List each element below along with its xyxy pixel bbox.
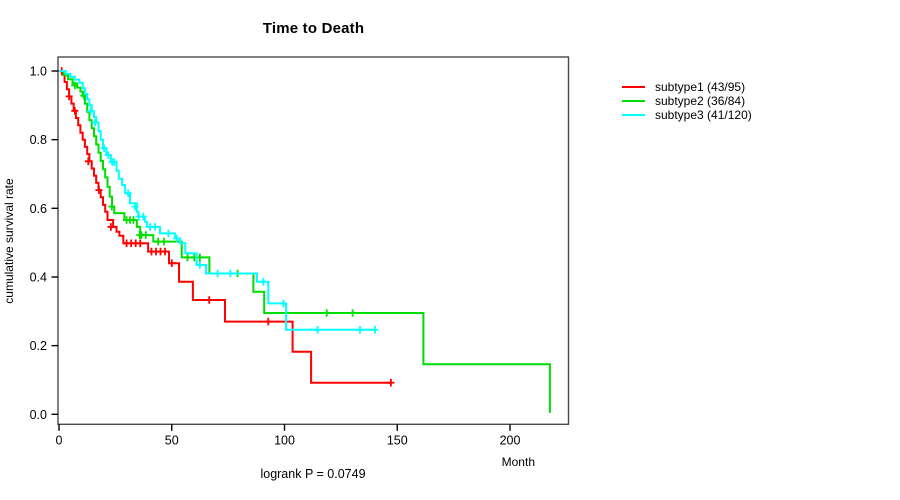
x-axis-title: Month xyxy=(501,455,535,469)
logrank-pvalue-note: logrank P = 0.0749 xyxy=(260,467,366,481)
subtype3-censor-marks xyxy=(87,107,379,334)
subtype3-color-swatch xyxy=(622,113,645,117)
chart-title: Time to Death xyxy=(262,20,365,37)
plot-box xyxy=(57,56,570,425)
y-tick-label: 0.4 xyxy=(30,270,47,284)
x-tick-label: 200 xyxy=(500,433,521,447)
y-tick-label: 0.6 xyxy=(30,202,47,216)
y-tick-label: 1.0 xyxy=(30,65,47,79)
legend-label-subtype1: subtype1 (43/95) xyxy=(655,80,746,94)
legend-label-subtype2: subtype2 (36/84) xyxy=(655,94,746,108)
legend-row-subtype1: subtype1 (43/95) xyxy=(622,80,752,94)
subtype2-curve xyxy=(59,70,551,413)
y-axis-title: cumulative survival rate xyxy=(2,178,16,304)
legend-row-subtype3: subtype3 (41/120) xyxy=(622,108,752,122)
x-tick-label: 100 xyxy=(274,433,295,447)
subtype1-censor-marks xyxy=(58,67,395,387)
legend: subtype1 (43/95) subtype2 (36/84) subtyp… xyxy=(622,80,752,122)
subtype1-color-swatch xyxy=(622,85,645,89)
y-tick-label: 0.8 xyxy=(30,133,47,147)
y-tick-label: 0.2 xyxy=(30,339,47,353)
x-tick-label: 50 xyxy=(165,433,179,447)
legend-label-subtype3: subtype3 (41/120) xyxy=(655,108,752,122)
x-tick-label: 150 xyxy=(387,433,408,447)
legend-row-subtype2: subtype2 (36/84) xyxy=(622,94,752,108)
subtype2-censor-marks xyxy=(71,81,357,317)
x-tick-label: 0 xyxy=(56,433,63,447)
subtype3-curve xyxy=(59,70,375,331)
y-tick-label: 0.0 xyxy=(30,408,47,422)
subtype2-color-swatch xyxy=(622,99,645,103)
